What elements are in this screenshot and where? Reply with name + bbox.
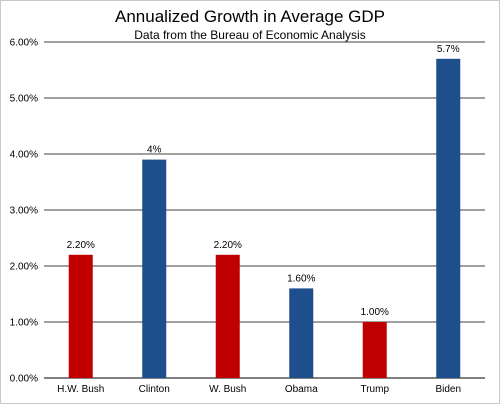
x-tick-label: Obama: [285, 384, 318, 395]
bar: [215, 254, 240, 378]
gridlines: [44, 41, 485, 379]
y-tick-label: 1.00%: [10, 318, 38, 329]
labels: 0.00% 1.00% 2.00% 3.00% 4.00% 5.00% 6.00% 2.20%…: [10, 38, 461, 396]
data-label: 4%: [147, 145, 162, 156]
x-tick-label: W. Bush: [209, 384, 246, 395]
data-label: 2.20%: [67, 240, 95, 251]
y-tick-label: 5.00%: [10, 94, 38, 105]
y-tick-label: 0.00%: [10, 374, 38, 385]
y-tick-label: 3.00%: [10, 206, 38, 217]
y-tick-label: 6.00%: [10, 38, 38, 49]
x-tick-label: Clinton: [139, 384, 170, 395]
x-tick-label: Trump: [360, 384, 389, 395]
chart-subtitle: Data from the Bureau of Economic Analysi…: [134, 28, 366, 42]
chart-title: Annualized Growth in Average GDP: [115, 7, 385, 26]
bar: [362, 322, 387, 378]
data-label: 5.7%: [437, 44, 460, 55]
data-label: 1.60%: [287, 273, 315, 284]
y-tick-label: 2.00%: [10, 262, 38, 273]
data-label: 2.20%: [214, 240, 242, 251]
bar: [289, 288, 314, 378]
bar: [68, 254, 93, 378]
data-label: 1.00%: [361, 307, 389, 318]
bar: [142, 159, 167, 378]
x-tick-label: Biden: [435, 384, 461, 395]
bars: [68, 58, 461, 379]
y-tick-label: 4.00%: [10, 150, 38, 161]
x-tick-label: H.W. Bush: [57, 384, 104, 395]
bar: [436, 58, 461, 379]
